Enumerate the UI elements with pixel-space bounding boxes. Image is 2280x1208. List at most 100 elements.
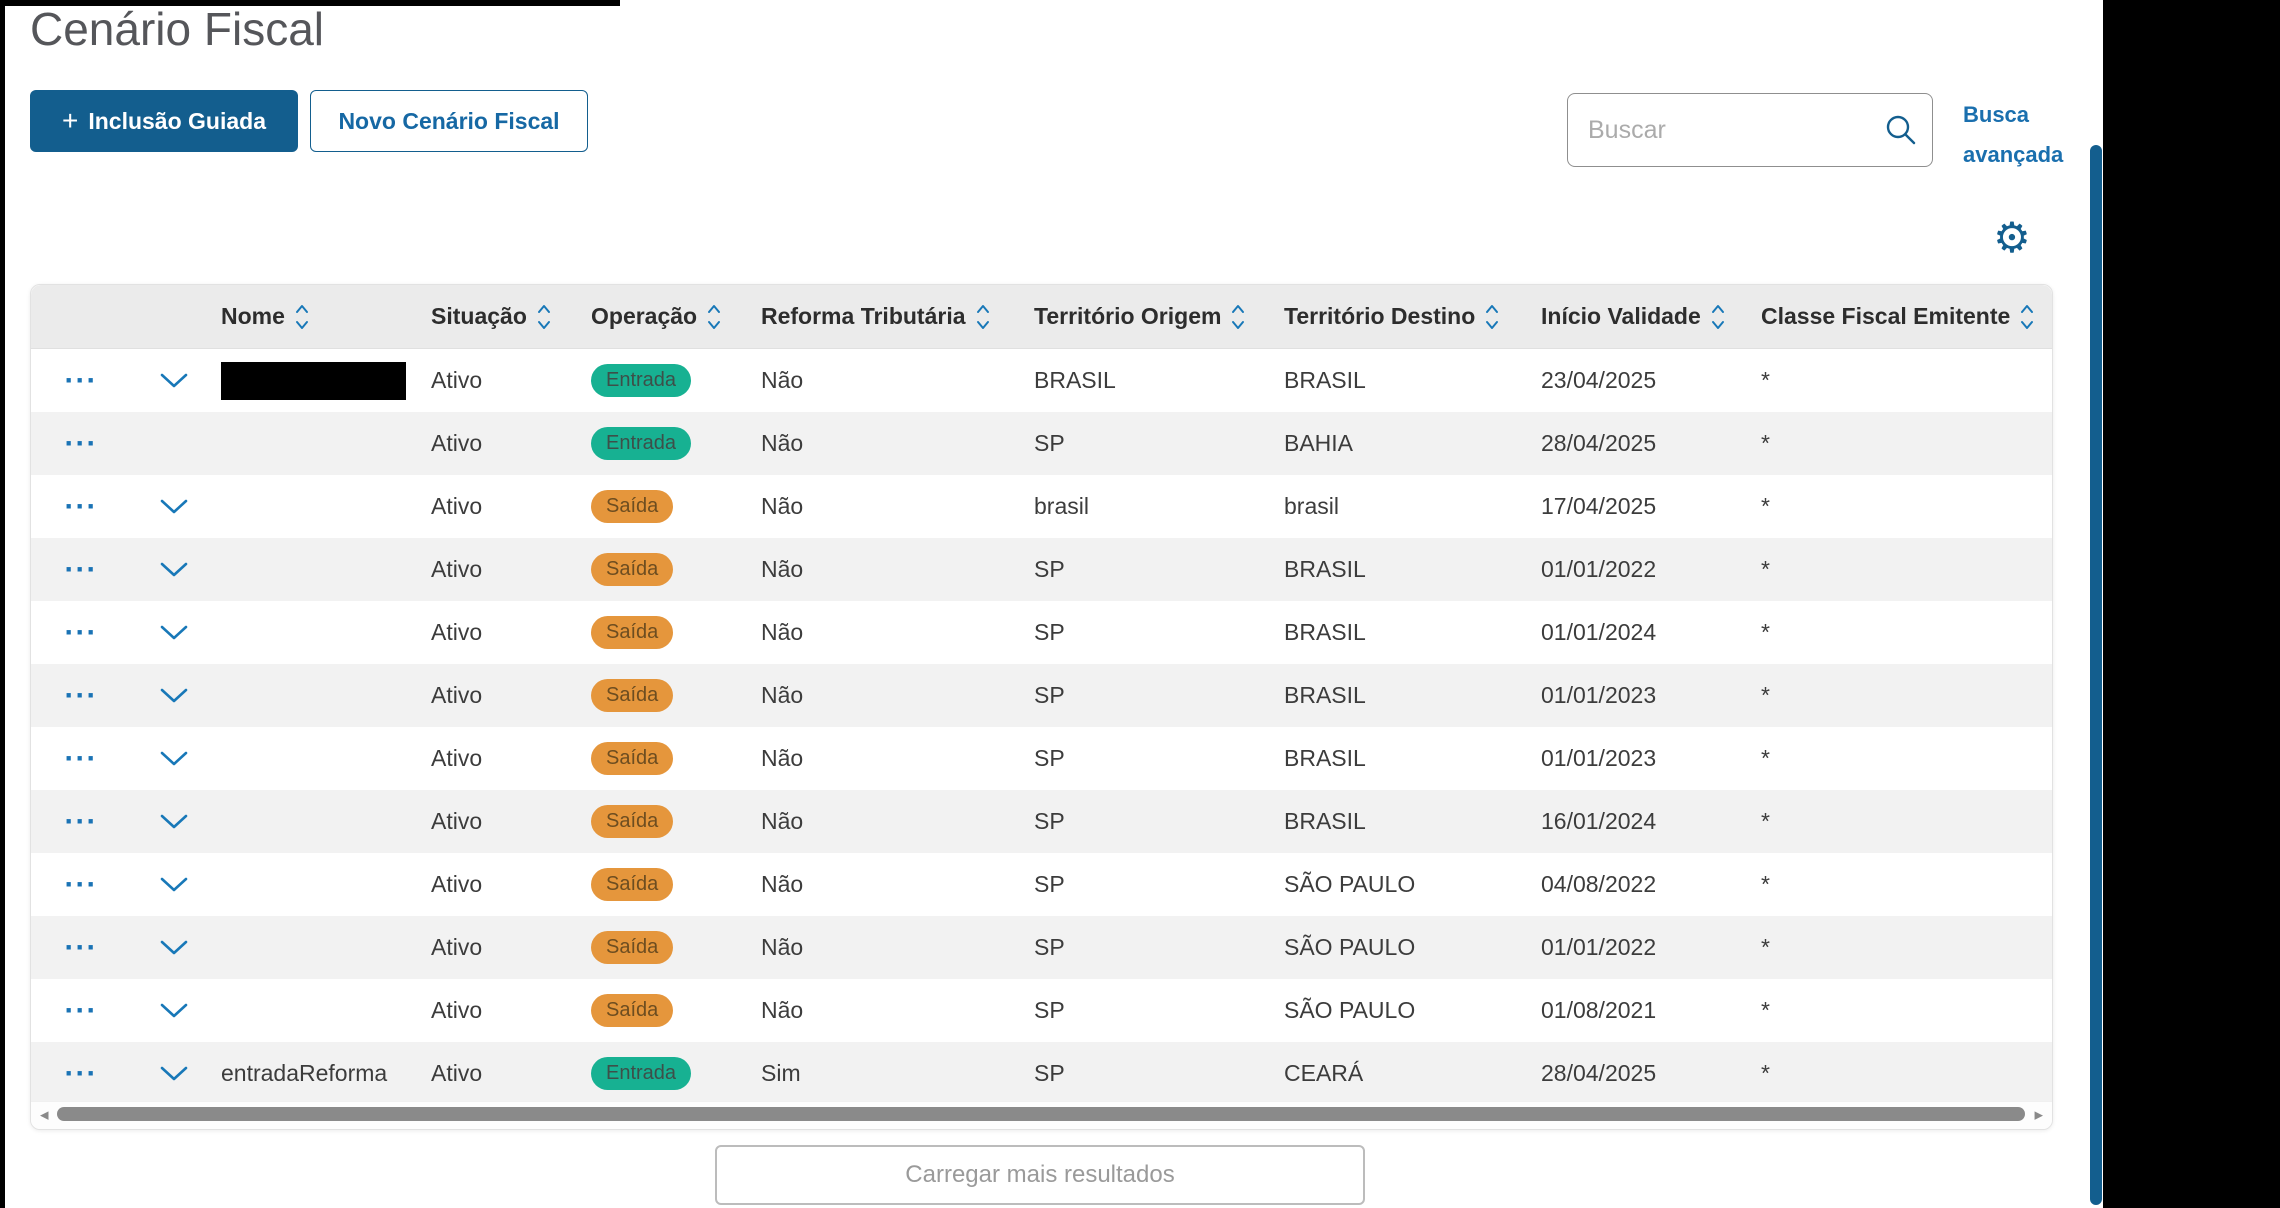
sort-icon[interactable]: [1231, 303, 1245, 331]
row-actions-icon[interactable]: ···: [64, 743, 98, 774]
cell-territorio-destino: SÃO PAULO: [1284, 934, 1416, 960]
cell-nome: [216, 361, 426, 400]
table-row: ··· Ativo Saída Não SP BRASIL 01/01/2024…: [31, 601, 2052, 664]
window-edge-left: [0, 0, 5, 1208]
chevron-down-icon[interactable]: [158, 1002, 190, 1020]
redacted-name: [221, 361, 406, 400]
cell-inicio-validade: 23/04/2025: [1541, 367, 1657, 393]
chevron-down-icon[interactable]: [158, 750, 190, 768]
horizontal-scrollbar-thumb[interactable]: [57, 1107, 2025, 1121]
busca-avancada-link[interactable]: Busca avançada: [1963, 95, 2073, 175]
column-header-território-origem[interactable]: Território Origem: [1029, 303, 1279, 331]
vertical-scrollbar-thumb[interactable]: [2090, 145, 2102, 1205]
scroll-right-icon[interactable]: ▸: [2034, 1105, 2043, 1124]
cell-operacao: Entrada: [586, 427, 756, 460]
search-icon[interactable]: [1884, 113, 1918, 147]
inclusao-guiada-button[interactable]: + Inclusão Guiada: [30, 90, 298, 152]
sort-icon[interactable]: [707, 303, 721, 331]
chevron-down-icon[interactable]: [158, 876, 190, 894]
chevron-down-icon[interactable]: [158, 372, 190, 390]
operacao-badge: Saída: [591, 994, 674, 1027]
row-actions-icon[interactable]: ···: [64, 428, 98, 459]
cell-situacao: Ativo: [431, 493, 483, 519]
cell-inicio-validade: 01/01/2023: [1541, 682, 1657, 708]
horizontal-scrollbar[interactable]: ◂ ▸: [31, 1101, 2052, 1129]
chevron-down-icon[interactable]: [158, 624, 190, 642]
cell-situacao: Ativo: [431, 619, 483, 645]
operacao-badge: Saída: [591, 616, 674, 649]
cell-operacao: Saída: [586, 616, 756, 649]
cell-reforma-tributaria: Não: [761, 934, 804, 960]
cell-operacao: Saída: [586, 490, 756, 523]
column-header-nome[interactable]: Nome: [216, 303, 426, 331]
cell-classe-fiscal-emitente: *: [1761, 997, 1770, 1023]
row-actions-icon[interactable]: ···: [64, 554, 98, 585]
cell-classe-fiscal-emitente: *: [1761, 367, 1770, 393]
cell-territorio-origem: SP: [1034, 997, 1065, 1023]
row-actions-icon[interactable]: ···: [64, 869, 98, 900]
cell-reforma-tributaria: Não: [761, 682, 804, 708]
search-input[interactable]: [1586, 114, 1884, 146]
cell-situacao: Ativo: [431, 556, 483, 582]
column-header-início-validade[interactable]: Início Validade: [1536, 303, 1756, 331]
cell-inicio-validade: 01/01/2022: [1541, 556, 1657, 582]
operacao-badge: Saída: [591, 868, 674, 901]
cell-territorio-origem: SP: [1034, 871, 1065, 897]
sort-icon[interactable]: [295, 303, 309, 331]
row-actions-icon[interactable]: ···: [64, 1058, 98, 1089]
column-header-território-destino[interactable]: Território Destino: [1279, 303, 1536, 331]
cell-reforma-tributaria: Não: [761, 430, 804, 456]
cell-territorio-destino: brasil: [1284, 493, 1339, 519]
sort-icon[interactable]: [976, 303, 990, 331]
cell-territorio-destino: BRASIL: [1284, 367, 1366, 393]
column-header-reforma-tributária[interactable]: Reforma Tributária: [756, 303, 1029, 331]
chevron-down-icon[interactable]: [158, 939, 190, 957]
sort-icon[interactable]: [537, 303, 551, 331]
busca-avancada-line1: Busca: [1963, 102, 2030, 127]
page-title: Cenário Fiscal: [30, 3, 324, 55]
cell-reforma-tributaria: Não: [761, 808, 804, 834]
table-row: ··· Ativo Saída Não SP SÃO PAULO 01/01/2…: [31, 916, 2052, 979]
table-row: ··· Ativo Saída Não brasil brasil 17/04/…: [31, 475, 2052, 538]
row-actions-icon[interactable]: ···: [64, 491, 98, 522]
operacao-badge: Entrada: [591, 364, 692, 397]
chevron-down-icon[interactable]: [158, 687, 190, 705]
gear-icon[interactable]: ⚙: [1993, 214, 2031, 261]
cell-situacao: Ativo: [431, 682, 483, 708]
cell-classe-fiscal-emitente: *: [1761, 430, 1770, 456]
load-more-button[interactable]: Carregar mais resultados: [715, 1145, 1365, 1205]
table-row: ··· Ativo Saída Não SP BRASIL 01/01/2022…: [31, 538, 2052, 601]
cell-territorio-destino: SÃO PAULO: [1284, 871, 1416, 897]
search-box[interactable]: [1567, 93, 1933, 167]
chevron-down-icon[interactable]: [158, 813, 190, 831]
row-actions-icon[interactable]: ···: [64, 932, 98, 963]
column-header-operação[interactable]: Operação: [586, 303, 756, 331]
cell-operacao: Saída: [586, 553, 756, 586]
operacao-badge: Saída: [591, 931, 674, 964]
sort-icon[interactable]: [1711, 303, 1725, 331]
cell-territorio-destino: BRASIL: [1284, 808, 1366, 834]
row-actions-icon[interactable]: ···: [64, 680, 98, 711]
column-header-classe-fiscal-emitente[interactable]: Classe Fiscal Emitente: [1756, 303, 2052, 331]
table-row: ··· Ativo Saída Não SP BRASIL 16/01/2024…: [31, 790, 2052, 853]
scroll-left-icon[interactable]: ◂: [40, 1105, 49, 1124]
row-actions-icon[interactable]: ···: [64, 806, 98, 837]
cell-inicio-validade: 01/01/2024: [1541, 619, 1657, 645]
sort-icon[interactable]: [1485, 303, 1499, 331]
row-actions-icon[interactable]: ···: [64, 617, 98, 648]
novo-cenario-fiscal-button[interactable]: Novo Cenário Fiscal: [310, 90, 588, 152]
chevron-down-icon[interactable]: [158, 498, 190, 516]
cell-inicio-validade: 28/04/2025: [1541, 430, 1657, 456]
cell-inicio-validade: 04/08/2022: [1541, 871, 1657, 897]
chevron-down-icon[interactable]: [158, 1065, 190, 1083]
sort-icon[interactable]: [2020, 303, 2034, 331]
column-header-situação[interactable]: Situação: [426, 303, 586, 331]
chevron-down-icon[interactable]: [158, 561, 190, 579]
row-actions-icon[interactable]: ···: [64, 995, 98, 1026]
table-row: ··· Ativo Entrada Não SP BAHIA 28/04/202…: [31, 412, 2052, 475]
cell-reforma-tributaria: Não: [761, 997, 804, 1023]
cell-situacao: Ativo: [431, 745, 483, 771]
operacao-badge: Saída: [591, 805, 674, 838]
row-actions-icon[interactable]: ···: [64, 365, 98, 396]
column-header-label: Reforma Tributária: [761, 303, 966, 329]
